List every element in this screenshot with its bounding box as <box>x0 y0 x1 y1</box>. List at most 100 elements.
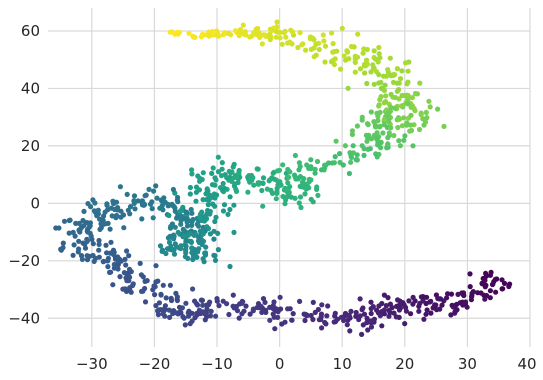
scatter-point <box>207 192 213 198</box>
scatter-point <box>428 310 434 316</box>
scatter-point <box>468 297 474 303</box>
scatter-point <box>84 253 90 259</box>
scatter-point <box>345 85 351 91</box>
scatter-point <box>175 194 181 201</box>
scatter-point <box>212 257 219 263</box>
scatter-point <box>104 201 110 207</box>
scatter-point <box>368 299 374 305</box>
scatter-point <box>347 150 353 156</box>
scatter-point <box>283 34 289 40</box>
scatter-point <box>196 246 202 252</box>
scatter-point <box>110 282 116 288</box>
scatter-point <box>205 202 211 208</box>
scatter-point <box>198 239 204 245</box>
scatter-point <box>348 154 354 160</box>
scatter-point <box>293 176 299 182</box>
scatter-point <box>325 303 331 309</box>
scatter-point <box>185 232 191 238</box>
scatter-point <box>481 292 487 298</box>
scatter-point <box>362 70 368 76</box>
scatter-point <box>332 56 338 62</box>
scatter-point <box>304 312 310 318</box>
scatter-point <box>408 127 415 134</box>
scatter-point <box>410 143 416 149</box>
scatter-point <box>416 303 422 309</box>
scatter-point <box>260 180 266 186</box>
scatter-point <box>322 59 328 65</box>
scatter-point <box>428 298 434 304</box>
scatter-point <box>352 53 358 59</box>
scatter-point <box>170 247 176 253</box>
scatter-point <box>488 269 494 275</box>
x-tick-label: −10 <box>201 355 233 373</box>
scatter-point <box>279 41 285 47</box>
scatter-point <box>107 269 113 275</box>
scatter-point <box>97 226 103 232</box>
scatter-point <box>166 212 172 219</box>
scatter-point <box>76 238 82 244</box>
scatter-point <box>103 242 109 248</box>
scatter-point <box>111 265 117 271</box>
scatter-point <box>234 308 241 314</box>
scatter-point <box>480 275 486 282</box>
scatter-point <box>61 218 68 224</box>
scatter-point <box>368 310 374 317</box>
scatter-point <box>285 180 291 186</box>
scatter-point <box>374 110 380 116</box>
scatter-point <box>227 206 233 213</box>
scatter-point <box>346 312 352 319</box>
y-tick-label: −20 <box>8 252 40 270</box>
scatter-point <box>258 303 264 309</box>
scatter-point <box>286 174 292 180</box>
scatter-point <box>211 29 217 35</box>
scatter-point <box>53 225 59 231</box>
scatter-point <box>172 208 178 214</box>
y-tick-label: −40 <box>8 309 40 327</box>
scatter-point <box>404 122 410 128</box>
scatter-point <box>246 173 252 179</box>
scatter-point <box>282 201 288 207</box>
scatter-point <box>231 175 237 181</box>
scatter-point <box>180 226 186 232</box>
scatter-point <box>108 205 114 211</box>
scatter-point <box>183 243 189 249</box>
scatter-point <box>316 46 322 53</box>
scatter-point <box>376 303 382 309</box>
scatter-point <box>493 289 499 295</box>
scatter-point <box>376 44 382 51</box>
scatter-point <box>251 182 257 188</box>
scatter-point <box>319 302 325 308</box>
scatter-point <box>164 246 171 252</box>
scatter-point <box>162 306 168 313</box>
scatter-point <box>277 35 283 41</box>
scatter-point <box>467 284 473 290</box>
scatter-point <box>395 297 401 303</box>
scatter-point <box>385 135 391 141</box>
scatter-point <box>267 177 273 183</box>
scatter-point <box>308 312 314 319</box>
scatter-point <box>304 162 310 168</box>
scatter-point <box>96 247 102 253</box>
scatter-point <box>213 177 219 183</box>
scatter-point <box>357 66 363 72</box>
scatter-point <box>322 43 329 49</box>
scatter-point <box>72 233 78 239</box>
scatter-point <box>277 294 283 300</box>
scatter-point <box>87 230 93 236</box>
scatter-point <box>394 66 400 72</box>
scatter-point <box>285 306 291 312</box>
scatter-point <box>281 30 287 36</box>
scatter-point <box>365 327 371 333</box>
x-tick-label: −30 <box>76 355 108 373</box>
x-tick-label: 20 <box>395 355 414 373</box>
scatter-point <box>200 197 206 203</box>
scatter-point <box>313 41 319 48</box>
scatter-point <box>344 48 350 54</box>
scatter-point <box>396 307 402 313</box>
scatter-point <box>215 247 221 253</box>
scatter-point <box>262 32 268 38</box>
scatter-point <box>388 104 394 110</box>
scatter-point <box>296 167 302 173</box>
scatter-point <box>363 61 369 67</box>
